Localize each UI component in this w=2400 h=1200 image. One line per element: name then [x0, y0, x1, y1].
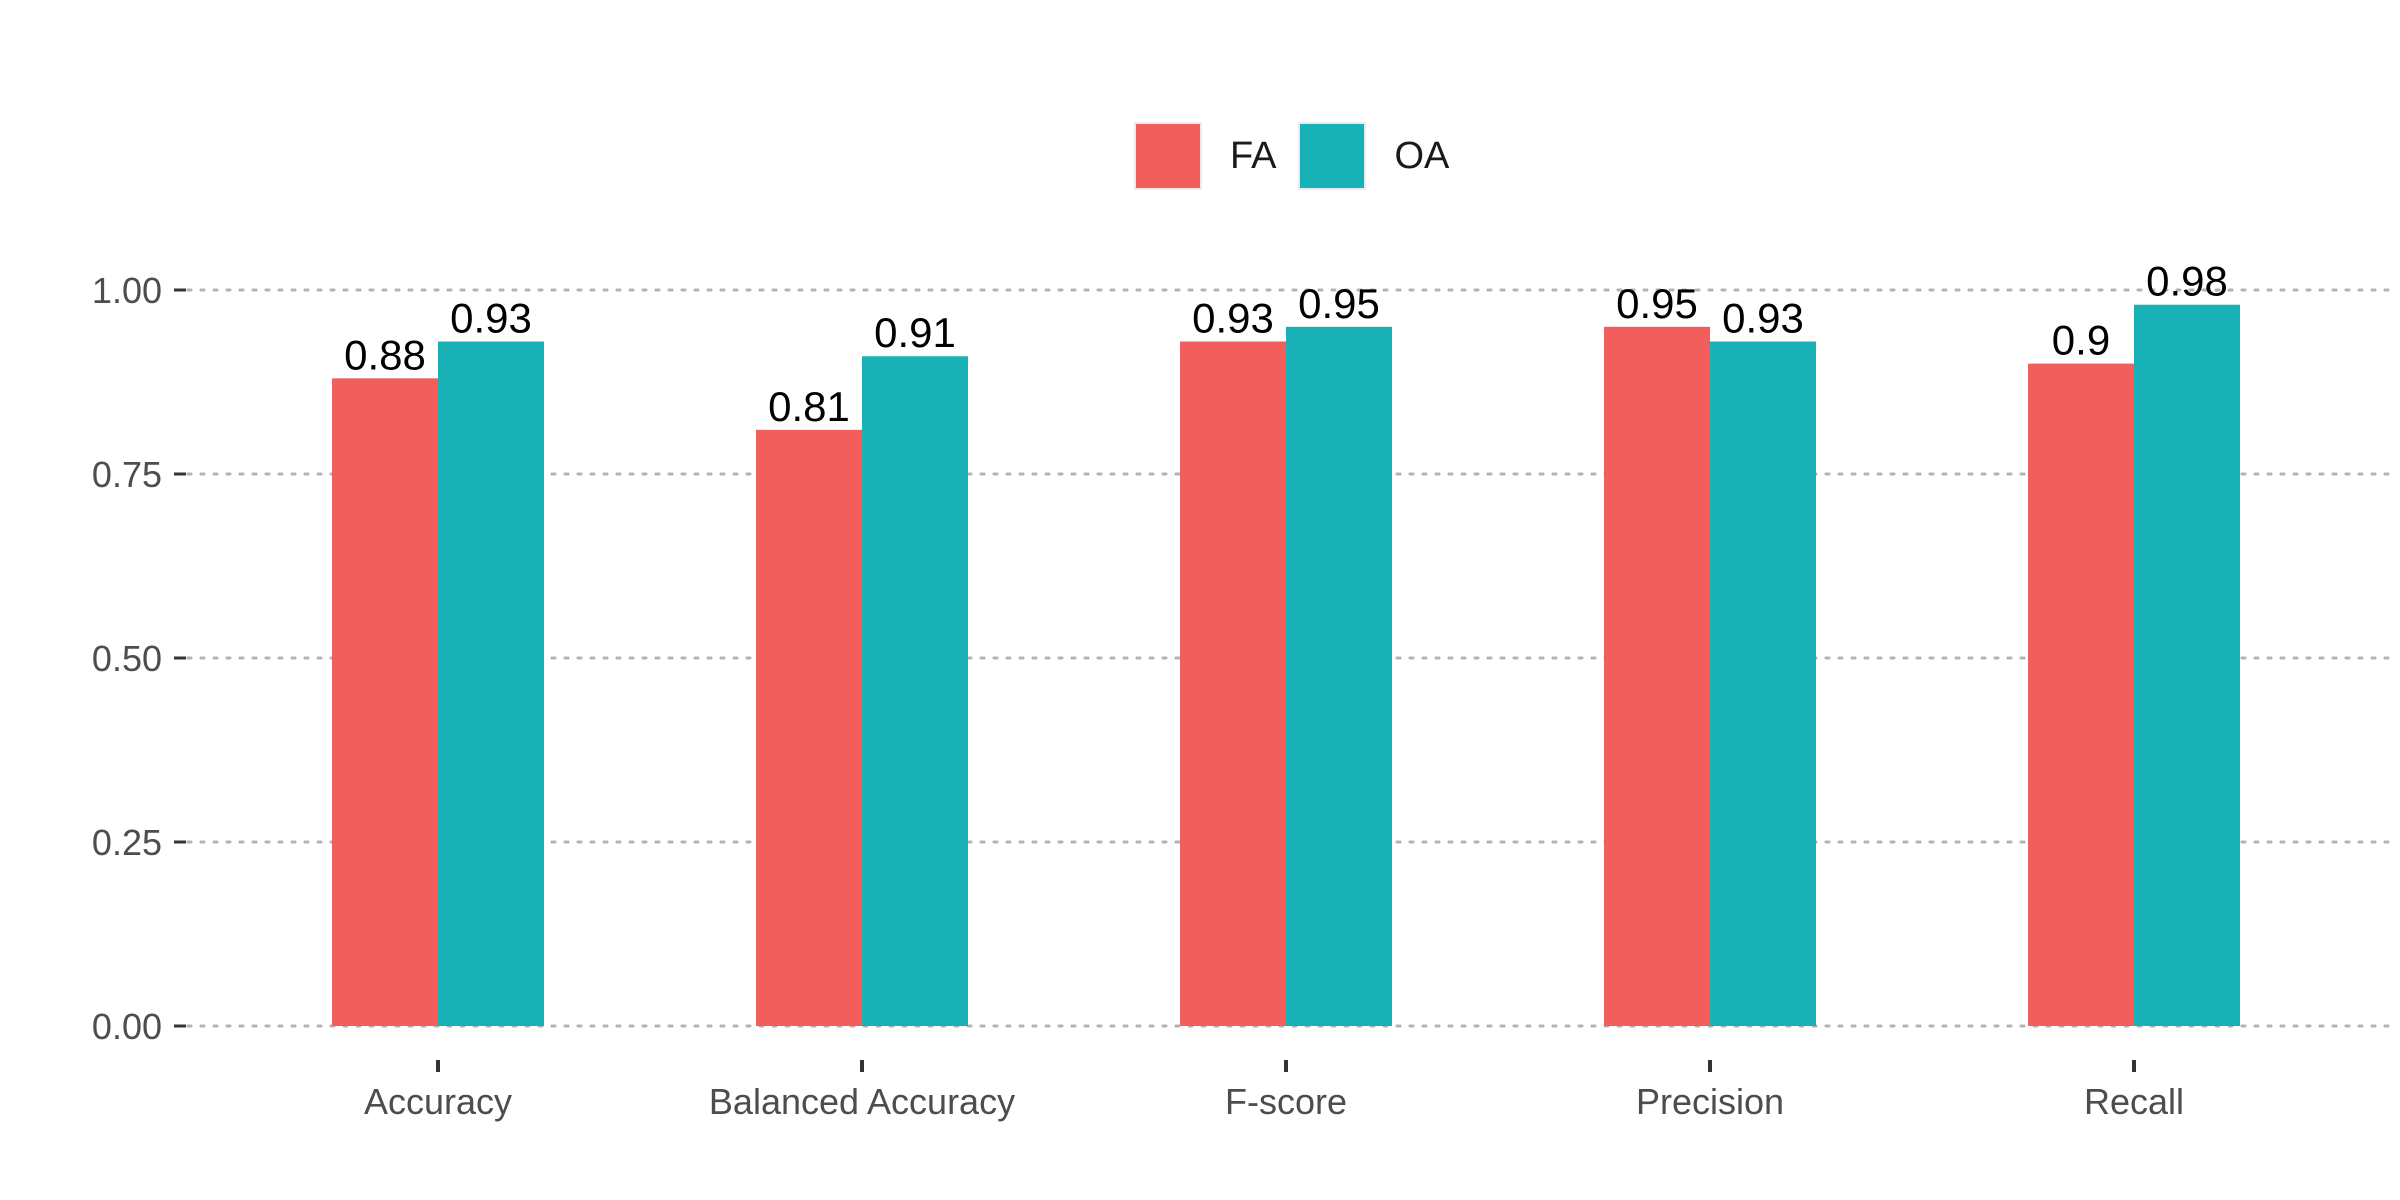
- data-label: 0.93: [1192, 295, 1274, 342]
- y-tick-label: 0.50: [92, 638, 162, 679]
- bar-fa: [1180, 341, 1286, 1026]
- legend-item-oa: OA: [1298, 122, 1449, 190]
- y-tick-label: 1.00: [92, 270, 162, 311]
- bar-oa: [2134, 304, 2240, 1027]
- x-tick-label: Balanced Accuracy: [709, 1081, 1015, 1122]
- data-label: 0.9: [2052, 317, 2110, 364]
- data-label: 0.91: [874, 309, 956, 356]
- legend-key-oa: [1298, 122, 1367, 190]
- data-label: 0.93: [450, 295, 532, 342]
- bar-fa: [1604, 326, 1710, 1026]
- y-tick-label: 0.00: [92, 1006, 162, 1047]
- bar-fa: [756, 429, 862, 1027]
- data-label: 0.95: [1298, 280, 1380, 327]
- x-tick-label: Accuracy: [364, 1081, 512, 1122]
- legend-item-fa: FA: [1134, 122, 1276, 190]
- x-tick-label: Precision: [1636, 1081, 1784, 1122]
- data-label: 0.93: [1722, 295, 1804, 342]
- data-label: 0.98: [2146, 258, 2228, 305]
- bar-oa: [1710, 341, 1816, 1026]
- x-tick-label: Recall: [2084, 1081, 2184, 1122]
- y-tick-label: 0.25: [92, 822, 162, 863]
- bar-fa: [332, 378, 438, 1026]
- data-label: 0.95: [1616, 280, 1698, 327]
- y-tick-label: 0.75: [92, 454, 162, 495]
- bar-fa: [2028, 363, 2134, 1027]
- legend: FA OA: [1134, 122, 1471, 190]
- bar-oa: [1286, 326, 1392, 1026]
- legend-label-fa: FA: [1230, 134, 1277, 177]
- legend-key-fa: [1134, 122, 1202, 190]
- x-tick-label: F-score: [1225, 1081, 1347, 1122]
- data-label: 0.88: [344, 331, 426, 378]
- bar-oa: [862, 356, 968, 1026]
- data-label: 0.81: [768, 383, 850, 430]
- legend-label-oa: OA: [1394, 134, 1450, 177]
- bar-oa: [438, 341, 544, 1026]
